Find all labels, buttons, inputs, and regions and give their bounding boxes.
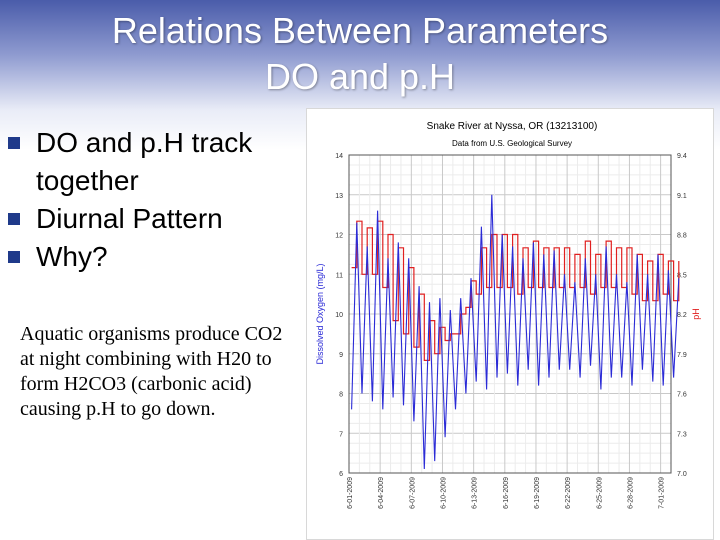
series-lines: [351, 194, 680, 470]
y2-tick-label: 9.1: [677, 193, 687, 200]
x-tick-label: 6-13-2009: [472, 477, 479, 509]
y-tick-label: 6: [339, 471, 343, 478]
bullet-text: DO and p.H track together: [36, 127, 253, 196]
x-tick-label: 7-01-2009: [659, 477, 666, 509]
bullet-item: Why?: [8, 238, 308, 276]
y2-tick-label: 9.4: [677, 153, 687, 160]
y-tick-label: 14: [335, 153, 343, 160]
bullet-item: Diurnal Pattern: [8, 200, 308, 238]
bullet-list: DO and p.H track together Diurnal Patter…: [8, 124, 308, 276]
x-tick-label: 6-04-2009: [378, 477, 385, 509]
y-tick-label: 10: [335, 312, 343, 319]
slide-title-line1: Relations Between Parameters: [111, 10, 609, 51]
ph-series-line: [351, 220, 680, 361]
bullet-text: Why?: [36, 241, 108, 272]
y2-tick-label: 7.0: [677, 471, 687, 478]
y-tick-label: 8: [339, 392, 343, 399]
slide-title-line2: DO and p.H: [264, 56, 456, 97]
chart-title: Snake River at Nyssa, OR (13213100): [427, 121, 598, 132]
y-tick-label: 9: [339, 352, 343, 359]
y-tick-label: 11: [336, 272, 343, 279]
chart-panel: Snake River at Nyssa, OR (13213100) Data…: [306, 108, 714, 540]
x-tick-label: 6-07-2009: [409, 477, 416, 509]
do-ph-chart: Snake River at Nyssa, OR (13213100) Data…: [315, 121, 701, 509]
y-axis-label: Dissolved Oxygen (mg/L): [315, 263, 325, 364]
x-tick-label: 6-16-2009: [503, 477, 510, 509]
bullet-square-icon: [8, 137, 20, 149]
x-tick-label: 6-25-2009: [596, 477, 603, 509]
y2-tick-label: 8.8: [677, 233, 687, 240]
x-tick-label: 6-28-2009: [627, 477, 634, 509]
slide-title: Relations Between Parameters DO and p.H: [0, 8, 720, 100]
y2-tick-label: 8.5: [677, 272, 687, 279]
y-tick-label: 7: [339, 431, 343, 438]
axis-ticks: 6 7 8 9 10 11 12 13 14 7.0 7.3 7.6 7.9 8.2 8.5 8.8 9.1 9.…: [335, 153, 687, 509]
y2-tick-label: 7.6: [677, 392, 687, 399]
y2-axis-label: pH: [691, 308, 701, 320]
y2-tick-label: 7.3: [677, 431, 687, 438]
chart-subtitle: Data from U.S. Geological Survey: [452, 139, 572, 148]
x-tick-label: 6-19-2009: [534, 477, 541, 509]
x-tick-label: 6-01-2009: [347, 477, 354, 509]
bullet-square-icon: [8, 251, 20, 263]
y2-tick-label: 7.9: [677, 352, 687, 359]
y-tick-label: 12: [335, 233, 343, 240]
explanation-text: Aquatic organisms produce CO2 at night c…: [20, 323, 283, 420]
bullet-square-icon: [8, 213, 20, 225]
bullet-item: DO and p.H track together: [8, 124, 308, 200]
x-tick-label: 6-22-2009: [565, 477, 572, 509]
y-tick-label: 13: [335, 193, 343, 200]
do-series-line: [351, 194, 680, 470]
x-tick-label: 6-10-2009: [440, 477, 447, 509]
y2-tick-label: 8.2: [677, 312, 687, 319]
bullet-text: Diurnal Pattern: [36, 203, 223, 234]
